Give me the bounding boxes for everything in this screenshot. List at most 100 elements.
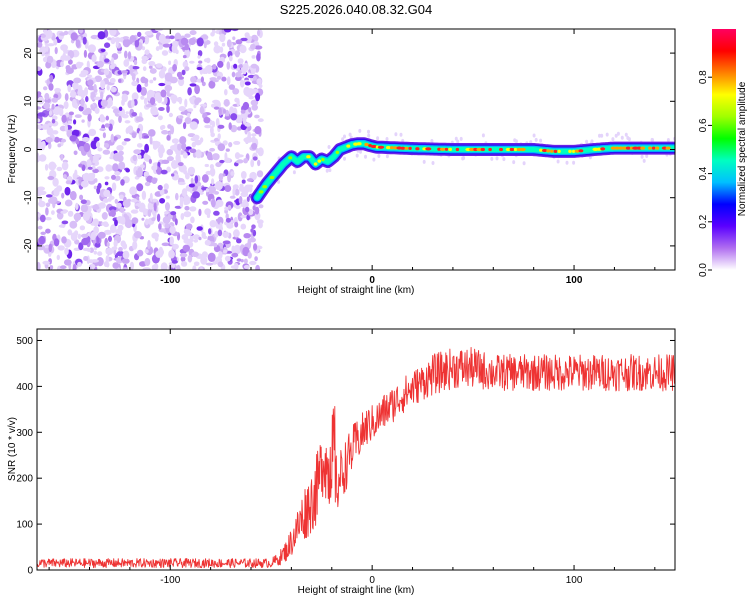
noise-speck — [132, 154, 138, 162]
noise-speck — [121, 114, 129, 119]
signal-hotspot — [499, 147, 503, 152]
noise-speck — [151, 165, 158, 171]
noise-speck — [104, 123, 110, 128]
noise-speck — [43, 86, 48, 91]
noise-speck — [61, 236, 67, 244]
signal-hotspot — [615, 146, 620, 150]
noise-speck — [178, 106, 186, 112]
noise-speck — [53, 94, 59, 99]
noise-speck — [91, 54, 97, 63]
noise-speck — [214, 230, 219, 238]
noise-speck — [46, 55, 54, 64]
noise-speck — [44, 163, 49, 171]
signal-hotspot — [574, 149, 580, 153]
halo-speck — [399, 132, 403, 137]
noise-speck — [108, 206, 117, 212]
noise-speck — [194, 139, 202, 146]
halo-speck — [394, 132, 398, 137]
noise-speck — [180, 213, 185, 220]
y-tick-label: 10 — [23, 95, 34, 107]
colorbar-gradient — [712, 29, 736, 270]
noise-speck — [244, 184, 252, 191]
figure-title: S225.2026.040.08.32.G04 — [280, 2, 433, 17]
noise-speck — [48, 243, 53, 253]
noise-speck — [225, 213, 229, 220]
halo-speck — [372, 157, 376, 162]
noise-speck — [106, 241, 110, 248]
noise-speck — [244, 35, 252, 44]
noise-speck — [68, 111, 74, 116]
noise-speck — [189, 83, 197, 87]
noise-speck — [257, 147, 264, 157]
noise-speck — [75, 61, 83, 69]
signal-hotspot — [335, 150, 340, 154]
noise-speck — [143, 135, 150, 139]
noise-speck — [151, 264, 157, 270]
noise-speck — [37, 91, 42, 96]
noise-speck — [45, 217, 52, 221]
noise-speck — [78, 105, 84, 112]
noise-speck — [91, 155, 99, 164]
noise-speck — [136, 84, 142, 93]
noise-speck — [118, 115, 122, 124]
noise-speck — [155, 63, 163, 68]
noise-speck — [194, 84, 201, 95]
noise-speck — [105, 255, 110, 264]
noise-speck — [245, 206, 250, 213]
halo-speck — [572, 160, 576, 165]
noise-speck — [151, 217, 156, 222]
signal-hotspot — [621, 146, 628, 150]
halo-speck — [327, 145, 331, 149]
noise-speck — [170, 94, 178, 102]
noise-speck — [166, 134, 171, 141]
noise-speck — [136, 183, 144, 192]
noise-speck — [208, 228, 212, 235]
noise-speck — [47, 43, 55, 47]
noise-speck — [224, 255, 231, 262]
noise-speck — [77, 261, 82, 267]
noise-speck — [204, 239, 211, 246]
noise-speck — [169, 35, 175, 40]
noise-speck — [130, 198, 138, 203]
noise-speck — [110, 224, 117, 234]
halo-speck — [640, 154, 644, 159]
signal-hotspot — [364, 142, 369, 147]
noise-speck — [211, 178, 215, 186]
noise-speck — [149, 136, 153, 145]
noise-speck — [194, 175, 199, 184]
noise-speck — [107, 37, 112, 41]
noise-speck — [37, 112, 46, 117]
noise-speck — [171, 160, 178, 169]
noise-speck — [90, 259, 99, 263]
noise-speck — [122, 250, 130, 259]
halo-speck — [377, 154, 381, 158]
noise-speck — [175, 192, 179, 201]
noise-speck — [102, 132, 106, 139]
noise-speck — [104, 176, 110, 180]
noise-speck — [226, 76, 231, 86]
noise-speck — [257, 118, 264, 123]
noise-speck — [105, 247, 114, 255]
noise-speck — [63, 30, 69, 36]
noise-speck — [129, 261, 134, 270]
noise-speck — [169, 76, 178, 84]
noise-speck — [160, 262, 168, 270]
noise-speck — [73, 150, 78, 156]
noise-speck — [252, 205, 256, 211]
noise-speck — [149, 68, 157, 74]
noise-speck — [87, 166, 93, 170]
noise-speck — [67, 210, 74, 217]
noise-speck — [179, 115, 184, 119]
noise-speck — [236, 154, 244, 158]
noise-speck — [102, 198, 109, 203]
noise-speck — [189, 206, 197, 212]
noise-speck — [37, 186, 45, 191]
noise-speck — [166, 166, 171, 173]
noise-speck — [67, 120, 72, 125]
noise-speck — [51, 103, 55, 110]
halo-speck — [598, 133, 601, 138]
noise-speck — [56, 166, 63, 172]
noise-speck — [200, 76, 204, 83]
noise-speck — [144, 218, 149, 226]
